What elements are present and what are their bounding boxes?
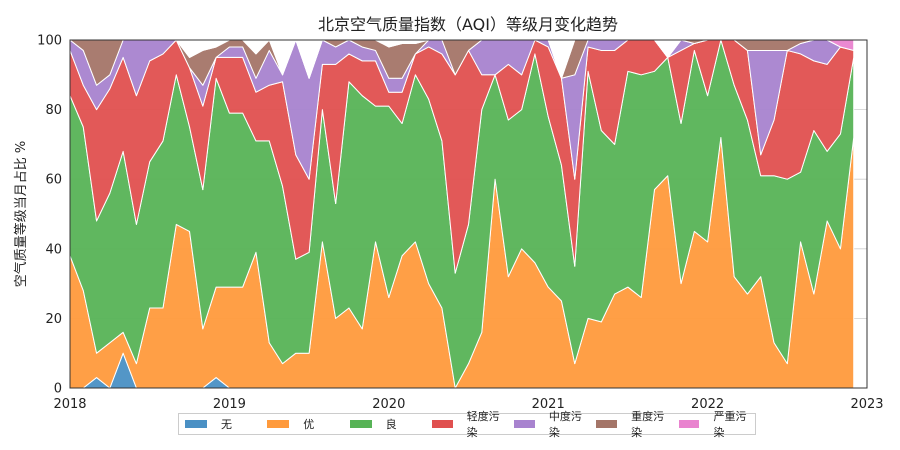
y-tick-label: 0	[54, 382, 62, 397]
x-tick-label: 2021	[532, 397, 565, 412]
series-areas	[69, 39, 855, 389]
legend-label: 良	[385, 418, 397, 431]
y-axis-ticks: 0 20 40 60 80 100	[37, 34, 62, 397]
legend-label: 无	[221, 418, 232, 431]
legend-swatch	[185, 420, 207, 428]
legend-item: 中度污染	[508, 408, 590, 440]
legend-swatch	[596, 420, 618, 428]
y-axis-label: 空气质量等级当月占比 %	[13, 141, 29, 288]
legend-label: 中度污染	[548, 410, 582, 439]
legend-item: 重度污染	[590, 408, 672, 440]
y-tick-label: 20	[45, 312, 62, 327]
legend-label: 轻度污染	[466, 410, 500, 439]
legend-item: 严重污染	[673, 408, 755, 440]
chart-title: 北京空气质量指数（AQI）等级月变化趋势	[318, 15, 618, 34]
legend-swatch	[431, 420, 453, 428]
legend-item: 优	[261, 416, 343, 432]
legend-label: 优	[303, 418, 315, 431]
plot-frame	[69, 39, 868, 389]
legend-swatch	[349, 420, 372, 428]
legend-swatch	[514, 420, 535, 428]
legend-swatch	[267, 420, 290, 428]
x-tick-label: 2023	[850, 397, 883, 412]
x-tick-label: 2018	[53, 397, 86, 412]
x-axis-ticks: 2018 2019 2020 2021 2022 2023	[53, 397, 883, 412]
y-tick-label: 80	[45, 103, 62, 118]
legend-item: 无	[179, 416, 261, 432]
legend-label: 重度污染	[631, 410, 665, 439]
x-tick-label: 2022	[691, 397, 724, 412]
legend-swatch	[678, 420, 700, 428]
legend-item: 良	[344, 416, 426, 432]
legend: 无 优 良 轻度污染 中度污染 重度污染 严重污染	[178, 410, 756, 439]
y-tick-label: 60	[45, 173, 62, 188]
legend-label: 严重污染	[713, 410, 747, 439]
y-tick-label: 100	[37, 34, 62, 49]
x-tick-label: 2020	[372, 397, 405, 412]
y-tick-label: 40	[45, 242, 62, 257]
legend-item: 轻度污染	[426, 408, 508, 440]
x-tick-label: 2019	[213, 397, 246, 412]
